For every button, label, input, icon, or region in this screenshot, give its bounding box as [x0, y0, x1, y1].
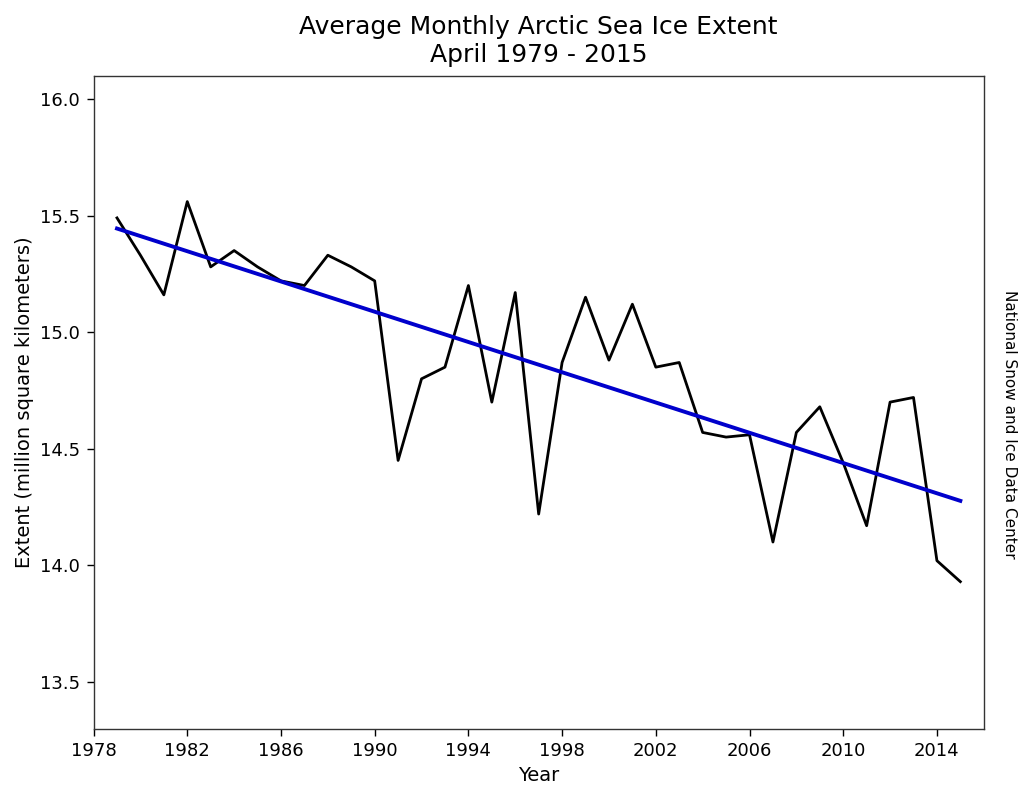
X-axis label: Year: Year	[519, 766, 559, 785]
Text: National Snow and Ice Data Center: National Snow and Ice Data Center	[1003, 290, 1017, 558]
Y-axis label: Extent (million square kilometers): Extent (million square kilometers)	[14, 236, 34, 568]
Title: Average Monthly Arctic Sea Ice Extent
April 1979 - 2015: Average Monthly Arctic Sea Ice Extent Ap…	[299, 15, 778, 66]
